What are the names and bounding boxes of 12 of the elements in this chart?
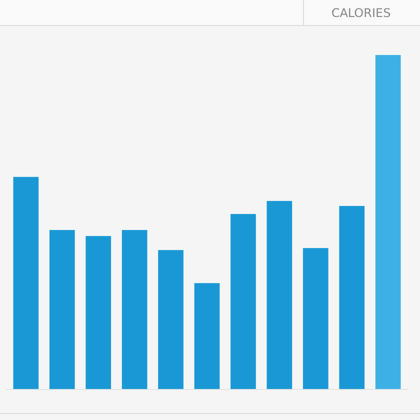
chart-title: CALORIES: [331, 6, 391, 20]
bar: [122, 230, 148, 389]
bar: [375, 55, 401, 389]
bar: [194, 283, 220, 389]
bar: [86, 236, 112, 389]
bar: [266, 200, 292, 389]
bar: [230, 214, 256, 389]
bar: [302, 248, 328, 389]
bar: [339, 206, 365, 389]
bar: [49, 230, 75, 389]
bar: [13, 176, 39, 389]
bar: [158, 250, 184, 389]
